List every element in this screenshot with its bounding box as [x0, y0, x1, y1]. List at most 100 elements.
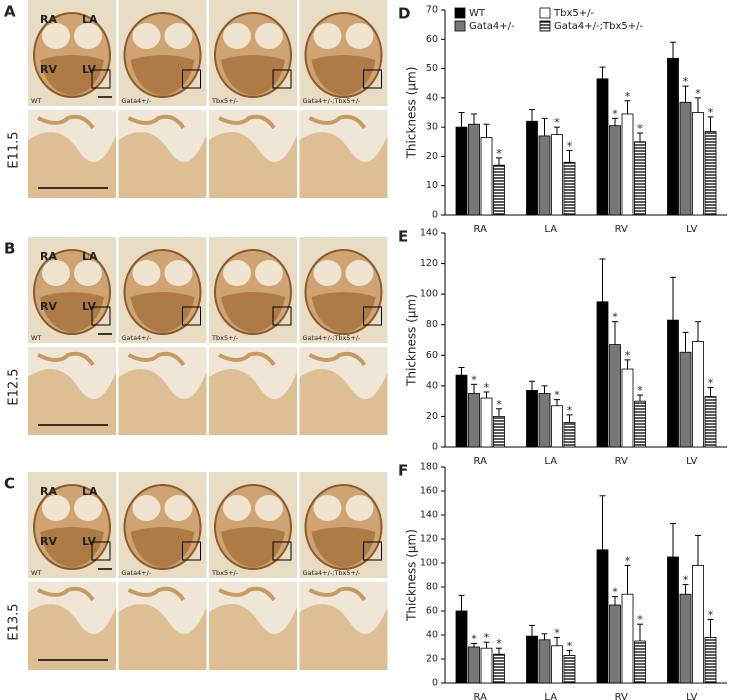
- significance-mark: *: [637, 384, 643, 397]
- ventricles: [40, 55, 104, 96]
- trabeculae: [218, 351, 276, 367]
- bar: [493, 416, 505, 448]
- significance-mark: *: [708, 376, 714, 389]
- heart-chamber: [223, 260, 251, 286]
- y-tick-label: 160: [420, 486, 438, 497]
- chamber-label: RA: [40, 250, 57, 263]
- ventricles: [311, 527, 376, 568]
- panel-letter: A: [4, 3, 16, 21]
- y-tick-label: 40: [426, 92, 438, 103]
- trabeculae: [118, 604, 207, 670]
- bar: [468, 646, 480, 684]
- chamber-label: LA: [82, 485, 98, 498]
- heart-chamber: [42, 260, 70, 286]
- genotype-caption: Gata4+/-;Tbx5+/-: [303, 569, 362, 577]
- bar: [526, 635, 538, 684]
- heart-chamber: [255, 23, 283, 49]
- y-tick-label: 0: [432, 442, 438, 453]
- bar: [480, 397, 493, 448]
- ventricles: [311, 292, 376, 333]
- legend-label: WT: [469, 8, 486, 19]
- bar: [704, 131, 717, 216]
- zoom-box: [272, 306, 292, 326]
- panel-letter: E: [398, 228, 408, 246]
- heart-chamber: [132, 495, 161, 521]
- significance-mark: *: [567, 140, 573, 153]
- significance-mark: *: [683, 574, 689, 587]
- ventricles: [40, 292, 104, 333]
- trabeculae: [209, 132, 297, 198]
- bar: [455, 374, 468, 448]
- panel-letter: C: [4, 475, 15, 493]
- heart-chamber: [313, 260, 342, 286]
- bar: [692, 565, 704, 684]
- significance-mark: *: [625, 90, 631, 103]
- bar: [526, 120, 538, 216]
- bar: [609, 604, 621, 684]
- bar: [667, 556, 679, 684]
- legend-swatch: [454, 20, 466, 32]
- heart-chamber: [345, 23, 374, 49]
- zoom-box: [272, 69, 292, 89]
- x-tick-label: LA: [544, 456, 557, 467]
- bar: [538, 135, 551, 216]
- bar: [563, 655, 576, 684]
- zoom-box: [363, 306, 382, 326]
- legend-swatch: [539, 20, 551, 32]
- x-tick-label: RA: [474, 456, 488, 467]
- x-tick-label: LV: [686, 456, 697, 467]
- trabeculae: [28, 369, 116, 435]
- heart-chamber: [313, 23, 342, 49]
- x-tick-label: RA: [474, 224, 488, 235]
- heart-chamber: [74, 495, 102, 521]
- heart-chamber: [223, 23, 251, 49]
- trabeculae: [218, 114, 276, 130]
- bar: [480, 647, 493, 684]
- y-tick-label: 20: [426, 411, 438, 422]
- y-tick-label: 60: [426, 606, 438, 617]
- y-tick-label: 180: [420, 462, 438, 473]
- genotype-caption: Tbx5+/-: [211, 569, 239, 577]
- ventricles: [221, 55, 285, 96]
- heart-chamber: [42, 495, 70, 521]
- y-tick-label: 20: [426, 654, 438, 665]
- y-axis-label: Thickness (μm): [405, 67, 419, 160]
- x-tick-label: RV: [615, 692, 628, 700]
- zoom-box: [91, 69, 111, 89]
- x-tick-label: LV: [686, 224, 697, 235]
- chamber-label: LV: [82, 300, 96, 313]
- trabeculae: [127, 586, 186, 602]
- genotype-caption: Gata4+/-: [122, 334, 152, 342]
- zoom-box: [91, 306, 111, 326]
- heart-chamber: [255, 260, 283, 286]
- genotype-caption: Gata4+/-;Tbx5+/-: [303, 334, 362, 342]
- bar: [634, 141, 646, 216]
- trabeculae: [37, 114, 95, 130]
- y-tick-label: 0: [432, 210, 438, 221]
- trabeculae: [127, 351, 186, 367]
- zoom-box: [182, 69, 201, 89]
- bar: [493, 164, 505, 216]
- bar: [551, 134, 563, 216]
- bar: [621, 593, 634, 684]
- trabeculae: [308, 586, 367, 602]
- y-tick-label: 140: [420, 510, 438, 521]
- legend-swatch: [454, 7, 466, 19]
- panel-letter: B: [4, 240, 15, 258]
- x-tick-label: LA: [544, 224, 557, 235]
- y-tick-label: 10: [426, 180, 438, 191]
- y-tick-label: 20: [426, 151, 438, 162]
- ventricles: [130, 527, 195, 568]
- ventricles: [221, 292, 285, 333]
- legend-label: Tbx5+/-: [553, 8, 594, 19]
- heart-chamber: [132, 23, 161, 49]
- y-axis-label: Thickness (μm): [405, 294, 419, 387]
- bar: [679, 101, 692, 216]
- genotype-caption: Tbx5+/-: [211, 97, 239, 105]
- x-tick-label: RA: [474, 692, 488, 700]
- significance-mark: *: [484, 631, 490, 644]
- chamber-label: LA: [82, 13, 98, 26]
- heart-chamber: [164, 495, 193, 521]
- genotype-caption: Gata4+/-;Tbx5+/-: [303, 97, 362, 105]
